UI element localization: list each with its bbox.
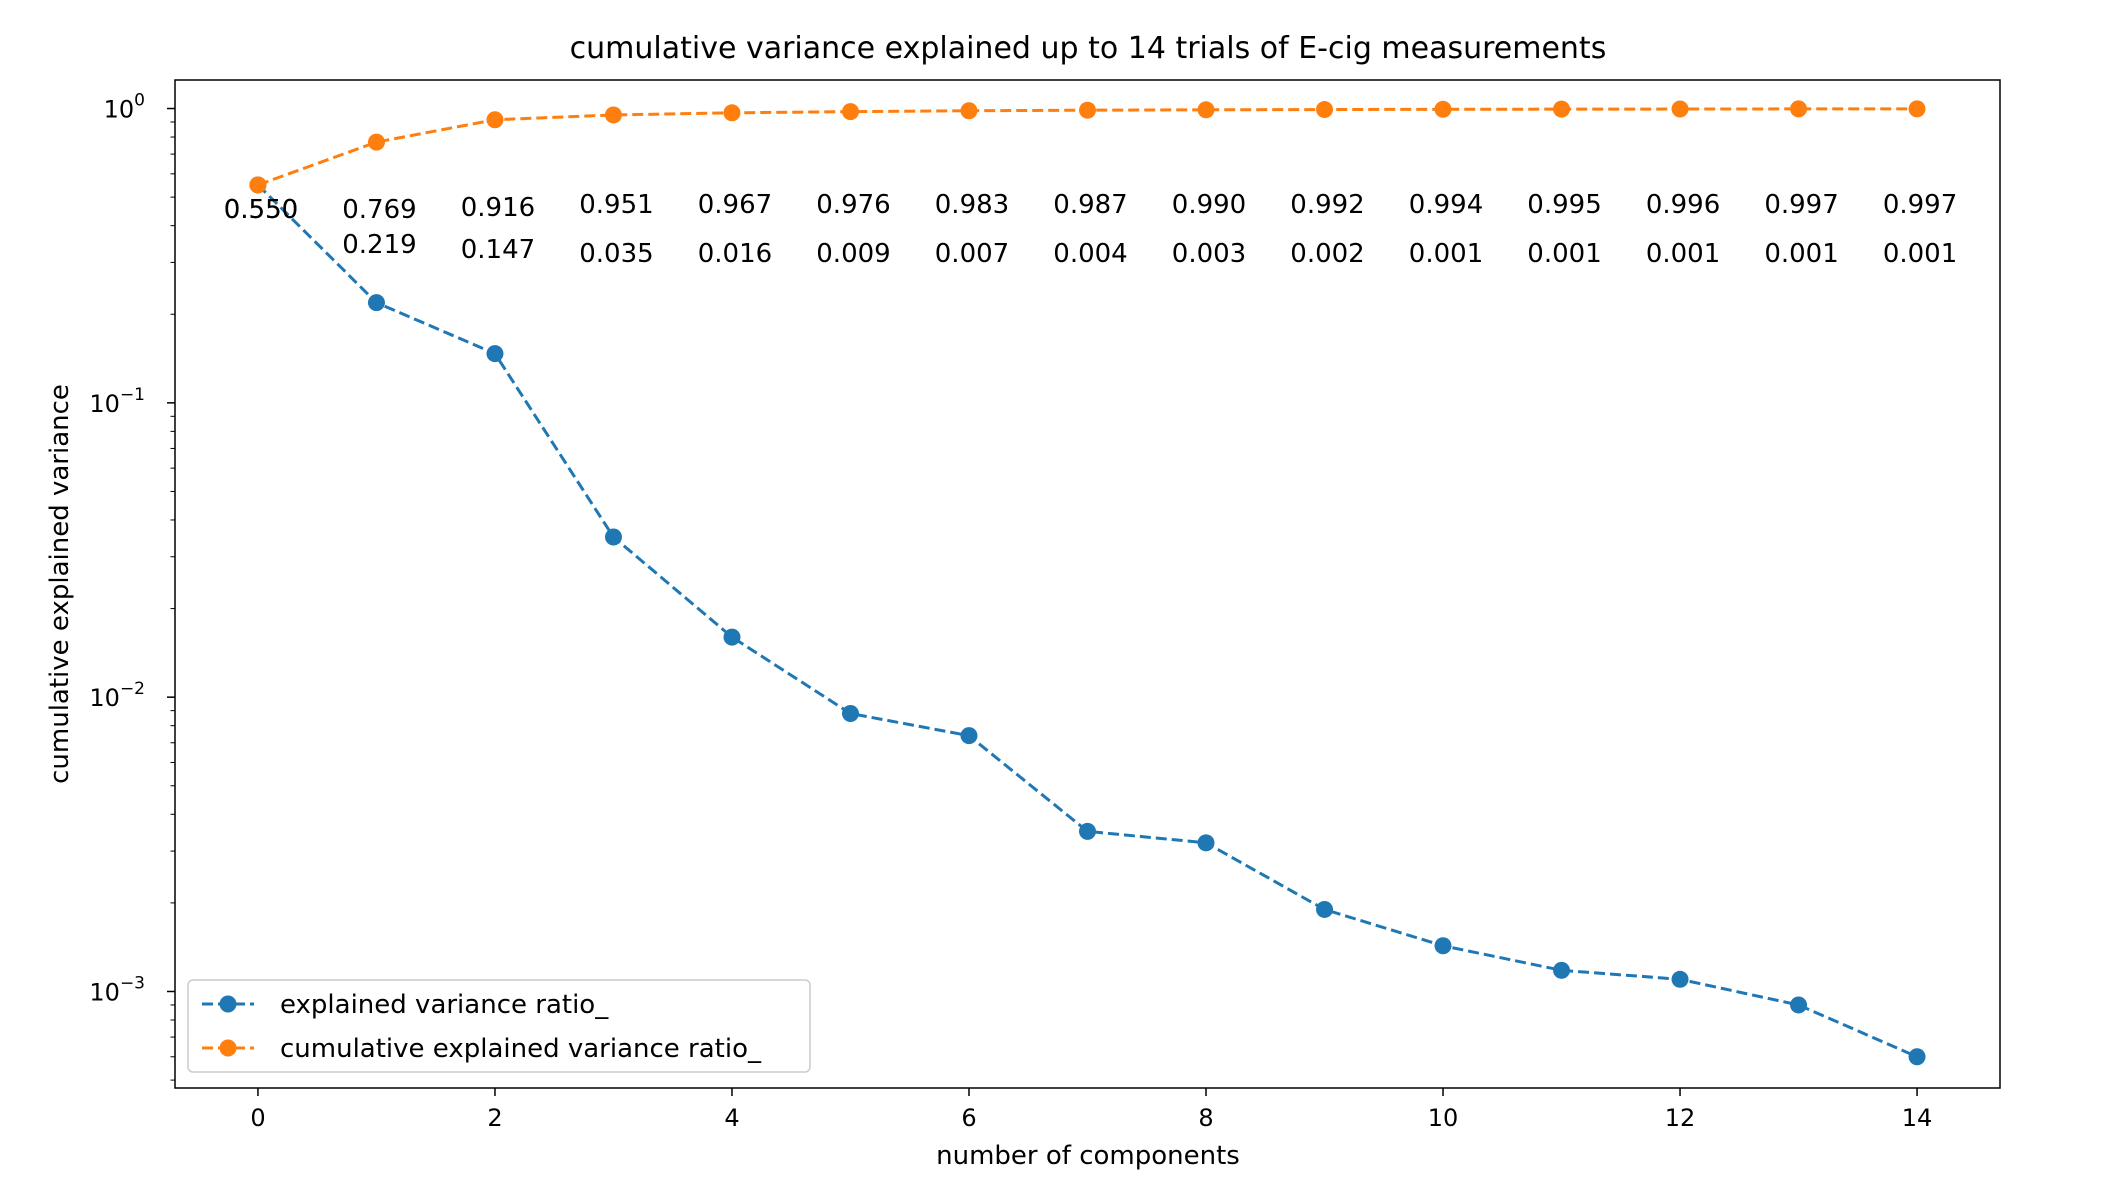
legend: explained variance ratio_ cumulative expl…	[187, 979, 811, 1073]
data-point	[604, 528, 622, 546]
data-point	[841, 705, 859, 723]
data-point	[604, 106, 622, 124]
data-label: 0.016	[698, 239, 772, 269]
axes-frame	[174, 79, 2001, 1089]
data-point	[1079, 822, 1096, 840]
legend-label: explained variance ratio_	[280, 990, 609, 1020]
data-label: 0.769	[342, 195, 416, 225]
x-tick-label: 0	[250, 1104, 265, 1132]
data-label: 0.147	[461, 235, 535, 265]
x-tick-label: 14	[1902, 1104, 1933, 1132]
data-label: 0.990	[1172, 190, 1246, 220]
x-tick-label: 12	[1665, 1104, 1696, 1132]
data-point	[1553, 100, 1571, 118]
x-tick-label: 2	[487, 1104, 502, 1132]
data-point	[1079, 101, 1096, 119]
x-tick-label: 10	[1428, 1104, 1459, 1132]
data-point	[486, 111, 504, 129]
legend-box	[187, 979, 811, 1073]
data-label: 0.004	[1053, 239, 1127, 269]
data-label: 0.001	[1764, 239, 1838, 269]
data-point	[1671, 970, 1689, 988]
data-label: 0.987	[1053, 190, 1127, 220]
data-label: 0.035	[579, 239, 653, 269]
data-point	[1553, 961, 1571, 979]
x-tick-label: 6	[961, 1104, 976, 1132]
data-label: 0.550	[224, 195, 298, 225]
data-label: 0.001	[1646, 239, 1720, 269]
data-label: 0.983	[935, 190, 1009, 220]
data-point	[1908, 1048, 1926, 1066]
data-point	[1197, 834, 1215, 852]
data-point	[723, 628, 741, 646]
data-label: 0.001	[1409, 239, 1483, 269]
data-point	[723, 104, 741, 122]
data-label: 0.219	[342, 230, 416, 260]
data-label: 0.997	[1883, 190, 1957, 220]
data-point	[367, 133, 385, 151]
axes: 0 2 4 6 8 10 12 14 100 10−1 10−2 10−3	[89, 79, 2001, 1132]
data-label: 0.550	[224, 195, 298, 225]
data-label: 0.916	[461, 193, 535, 223]
data-label: 0.951	[579, 190, 653, 220]
data-point	[367, 294, 385, 312]
data-point	[1434, 937, 1452, 955]
data-point	[1908, 100, 1926, 118]
data-label: 0.967	[698, 190, 772, 220]
data-label: 0.001	[1883, 239, 1957, 269]
data-point	[1316, 900, 1334, 918]
data-point	[249, 176, 267, 194]
y-tick-label: 10−3	[89, 973, 145, 1006]
y-axis-label: cumulative explained variance	[45, 384, 75, 784]
data-label: 0.001	[1527, 239, 1601, 269]
data-label: 0.992	[1290, 190, 1364, 220]
data-label: 0.003	[1172, 239, 1246, 269]
plot-area	[249, 100, 1926, 1066]
legend-label: cumulative explained variance ratio_	[280, 1034, 762, 1064]
data-point	[1790, 996, 1808, 1014]
data-point	[960, 102, 978, 120]
x-tick-label: 4	[724, 1104, 739, 1132]
data-point	[960, 727, 978, 745]
legend-marker	[219, 995, 237, 1013]
data-label: 0.009	[816, 239, 890, 269]
data-point	[1316, 101, 1334, 119]
y-tick-label: 10−1	[89, 385, 145, 418]
x-tick-label: 8	[1198, 1104, 1213, 1132]
series-line-0	[256, 183, 1918, 1059]
y-tick-label: 10−2	[89, 679, 145, 712]
data-point	[841, 103, 859, 121]
data-label: 0.976	[816, 190, 890, 220]
data-point	[1671, 100, 1689, 118]
data-label: 0.995	[1527, 190, 1601, 220]
data-point	[1434, 100, 1452, 118]
data-label: 0.996	[1646, 190, 1720, 220]
legend-marker	[219, 1039, 237, 1057]
x-axis-label: number of components	[936, 1141, 1240, 1171]
data-point	[1197, 101, 1215, 119]
data-point	[1790, 100, 1808, 118]
y-tick-label: 100	[104, 91, 145, 124]
data-label: 0.997	[1764, 190, 1838, 220]
data-label: 0.994	[1409, 190, 1483, 220]
data-label: 0.002	[1290, 239, 1364, 269]
chart-title: cumulative variance explained up to 14 t…	[570, 31, 1607, 66]
data-label: 0.007	[935, 239, 1009, 269]
data-point	[486, 345, 504, 363]
